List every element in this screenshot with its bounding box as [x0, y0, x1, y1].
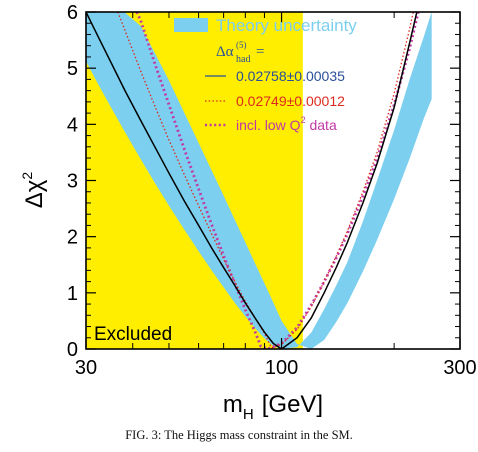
- x-tick-label: 300: [443, 357, 476, 379]
- legend-header: Δα (5) had =: [216, 40, 264, 65]
- y-tick-label: 4: [67, 114, 78, 136]
- y-tick-label: 6: [67, 2, 78, 24]
- legend-header-sup: (5): [236, 40, 247, 50]
- x-axis-title-main: m: [223, 391, 243, 418]
- legend-header-sub: had: [236, 54, 250, 65]
- legend-label-lowq-main: incl. low Q: [236, 117, 301, 133]
- figure-caption: FIG. 3: The Higgs mass constraint in the…: [125, 428, 353, 442]
- chart-canvas: 0 1 2 3 4 5 6 30 100 300 Excluded Theory uncertai…: [19, 2, 477, 423]
- y-axis-title-sup: 2: [19, 172, 35, 180]
- x-axis-title-unit: [GeV]: [262, 391, 323, 418]
- y-tick-label: 3: [67, 171, 78, 193]
- legend-label-lowq-sup: 2: [301, 115, 306, 125]
- central-fit-curve: [86, 12, 418, 349]
- x-tick-label: 30: [75, 357, 97, 379]
- axis-ticks: 0 1 2 3 4 5 6 30 100 300: [67, 2, 477, 379]
- y-axis-title: Δχ2: [19, 172, 48, 209]
- y-tick-label: 2: [67, 227, 78, 249]
- y-tick-label: 5: [67, 58, 78, 80]
- legend-label-central: 0.02758±0.00035: [236, 68, 345, 84]
- y-tick-label: 0: [67, 339, 78, 361]
- legend-header-eq: =: [256, 44, 264, 60]
- legend-header-base: Δα: [216, 44, 234, 60]
- legend: Theory uncertainty Δα (5) had = 0.02758±0.0…: [174, 16, 357, 133]
- legend-band-swatch: [174, 18, 208, 32]
- legend-label-lowq-tail: data: [306, 117, 337, 133]
- plot-area: [86, 12, 432, 349]
- legend-band-label: Theory uncertainty: [216, 16, 357, 35]
- x-axis-title-sub: H: [243, 406, 254, 423]
- x-tick-label: 100: [265, 357, 298, 379]
- legend-label-lowq: incl. low Q2 data: [236, 115, 337, 133]
- x-axis-title: mH [GeV]: [223, 391, 323, 423]
- legend-label-alt: 0.02749±0.00012: [236, 93, 345, 109]
- alt-fit-curve: [117, 12, 414, 349]
- theory-uncertainty-band: [86, 12, 432, 349]
- y-axis-title-main: Δχ: [21, 179, 48, 208]
- y-tick-label: 1: [67, 283, 78, 305]
- excluded-label: Excluded: [94, 324, 172, 345]
